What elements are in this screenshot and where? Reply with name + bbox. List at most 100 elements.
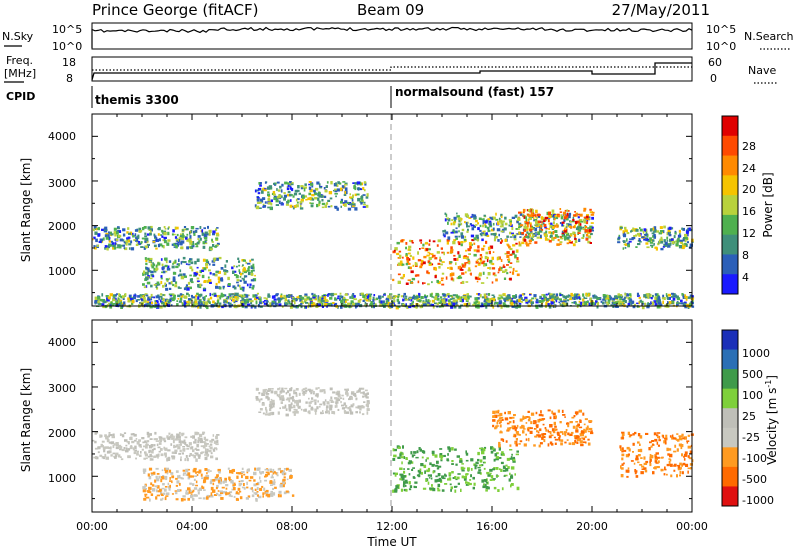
range-cell (207, 225, 209, 229)
range-cell (670, 227, 674, 230)
range-cell (453, 254, 456, 257)
range-cell (165, 492, 170, 496)
range-cell (443, 295, 446, 298)
range-cell (408, 249, 412, 252)
range-cell (310, 302, 314, 305)
range-cell (190, 435, 193, 438)
range-cell (239, 496, 243, 500)
range-cell (340, 305, 343, 309)
range-cell (235, 298, 239, 301)
range-cell (467, 481, 470, 486)
range-cell (202, 497, 206, 500)
range-cell (479, 459, 483, 463)
range-cell (558, 436, 561, 441)
range-cell (556, 224, 559, 228)
range-cell (456, 257, 459, 261)
range-cell (619, 295, 622, 298)
range-cell (399, 478, 402, 481)
range-cell (220, 491, 224, 495)
range-cell (167, 239, 171, 242)
range-cell (630, 302, 633, 306)
range-cell (440, 277, 444, 280)
range-cell (143, 445, 146, 448)
range-cell (554, 442, 557, 445)
range-cell (615, 305, 619, 308)
range-cell (624, 243, 627, 246)
range-cell (559, 294, 562, 297)
range-cell (620, 465, 622, 469)
range-cell (251, 286, 255, 290)
beam-title: Beam 09 (357, 1, 424, 19)
range-cell (681, 453, 683, 457)
range-cell (512, 233, 515, 237)
range-cell (628, 448, 631, 452)
range-cell (216, 242, 220, 245)
range-cell (678, 435, 682, 437)
range-cell (411, 242, 414, 244)
range-cell (412, 256, 415, 260)
range-cell (537, 224, 541, 227)
range-cell (578, 232, 581, 234)
range-cell (281, 480, 285, 484)
range-cell (246, 481, 248, 486)
range-cell (358, 187, 362, 190)
range-cell (502, 266, 506, 268)
range-cell (293, 300, 296, 302)
range-cell (492, 419, 496, 422)
range-cell (344, 187, 348, 191)
range-cell (179, 449, 182, 453)
range-cell (510, 456, 513, 459)
nsky-tick-bottom: 10^0 (52, 40, 82, 53)
range-cell (656, 432, 661, 434)
range-cell (617, 300, 621, 303)
range-cell (549, 295, 552, 297)
range-cell (194, 260, 197, 265)
range-cell (495, 467, 499, 470)
range-cell (222, 294, 227, 297)
range-cell (574, 238, 577, 240)
nave-label: Nave (748, 64, 776, 77)
range-cell (501, 239, 504, 243)
range-cell (432, 452, 435, 456)
range-cell (657, 456, 660, 459)
range-cell (191, 446, 194, 449)
range-cell (175, 498, 179, 501)
range-cell (681, 227, 683, 230)
range-cell (147, 245, 149, 248)
range-cell (343, 300, 346, 303)
power-cbar-tick-8: 8 (742, 249, 749, 262)
range-cell (187, 281, 191, 285)
range-cell (145, 441, 148, 444)
range-cell (479, 294, 482, 298)
nsky-tick-top: 10^5 (52, 23, 82, 36)
range-cell (457, 251, 460, 255)
range-cell (563, 219, 566, 223)
range-cell (170, 281, 173, 285)
range-cell (446, 218, 449, 221)
range-cell (300, 296, 304, 299)
range-cell (203, 476, 208, 480)
range-cell (211, 293, 214, 296)
range-cell (344, 293, 348, 296)
range-cell (442, 230, 446, 233)
range-cell (685, 463, 689, 467)
range-cell (124, 240, 128, 243)
range-cell (665, 434, 668, 439)
range-cell (241, 297, 245, 301)
range-cell (475, 234, 479, 239)
range-cell (238, 294, 243, 296)
range-cell (516, 273, 520, 277)
range-cell (401, 239, 403, 242)
range-cell (192, 245, 195, 248)
range-cell (142, 468, 147, 472)
range-cell (439, 305, 442, 308)
range-cell (446, 251, 450, 254)
range-cell (302, 186, 305, 189)
range-cell (228, 302, 232, 306)
range-cell (278, 490, 282, 494)
range-cell (668, 448, 672, 451)
range-cell (489, 301, 493, 304)
range-cell (249, 476, 254, 479)
range-cell (277, 411, 280, 415)
range-cell (532, 227, 535, 229)
